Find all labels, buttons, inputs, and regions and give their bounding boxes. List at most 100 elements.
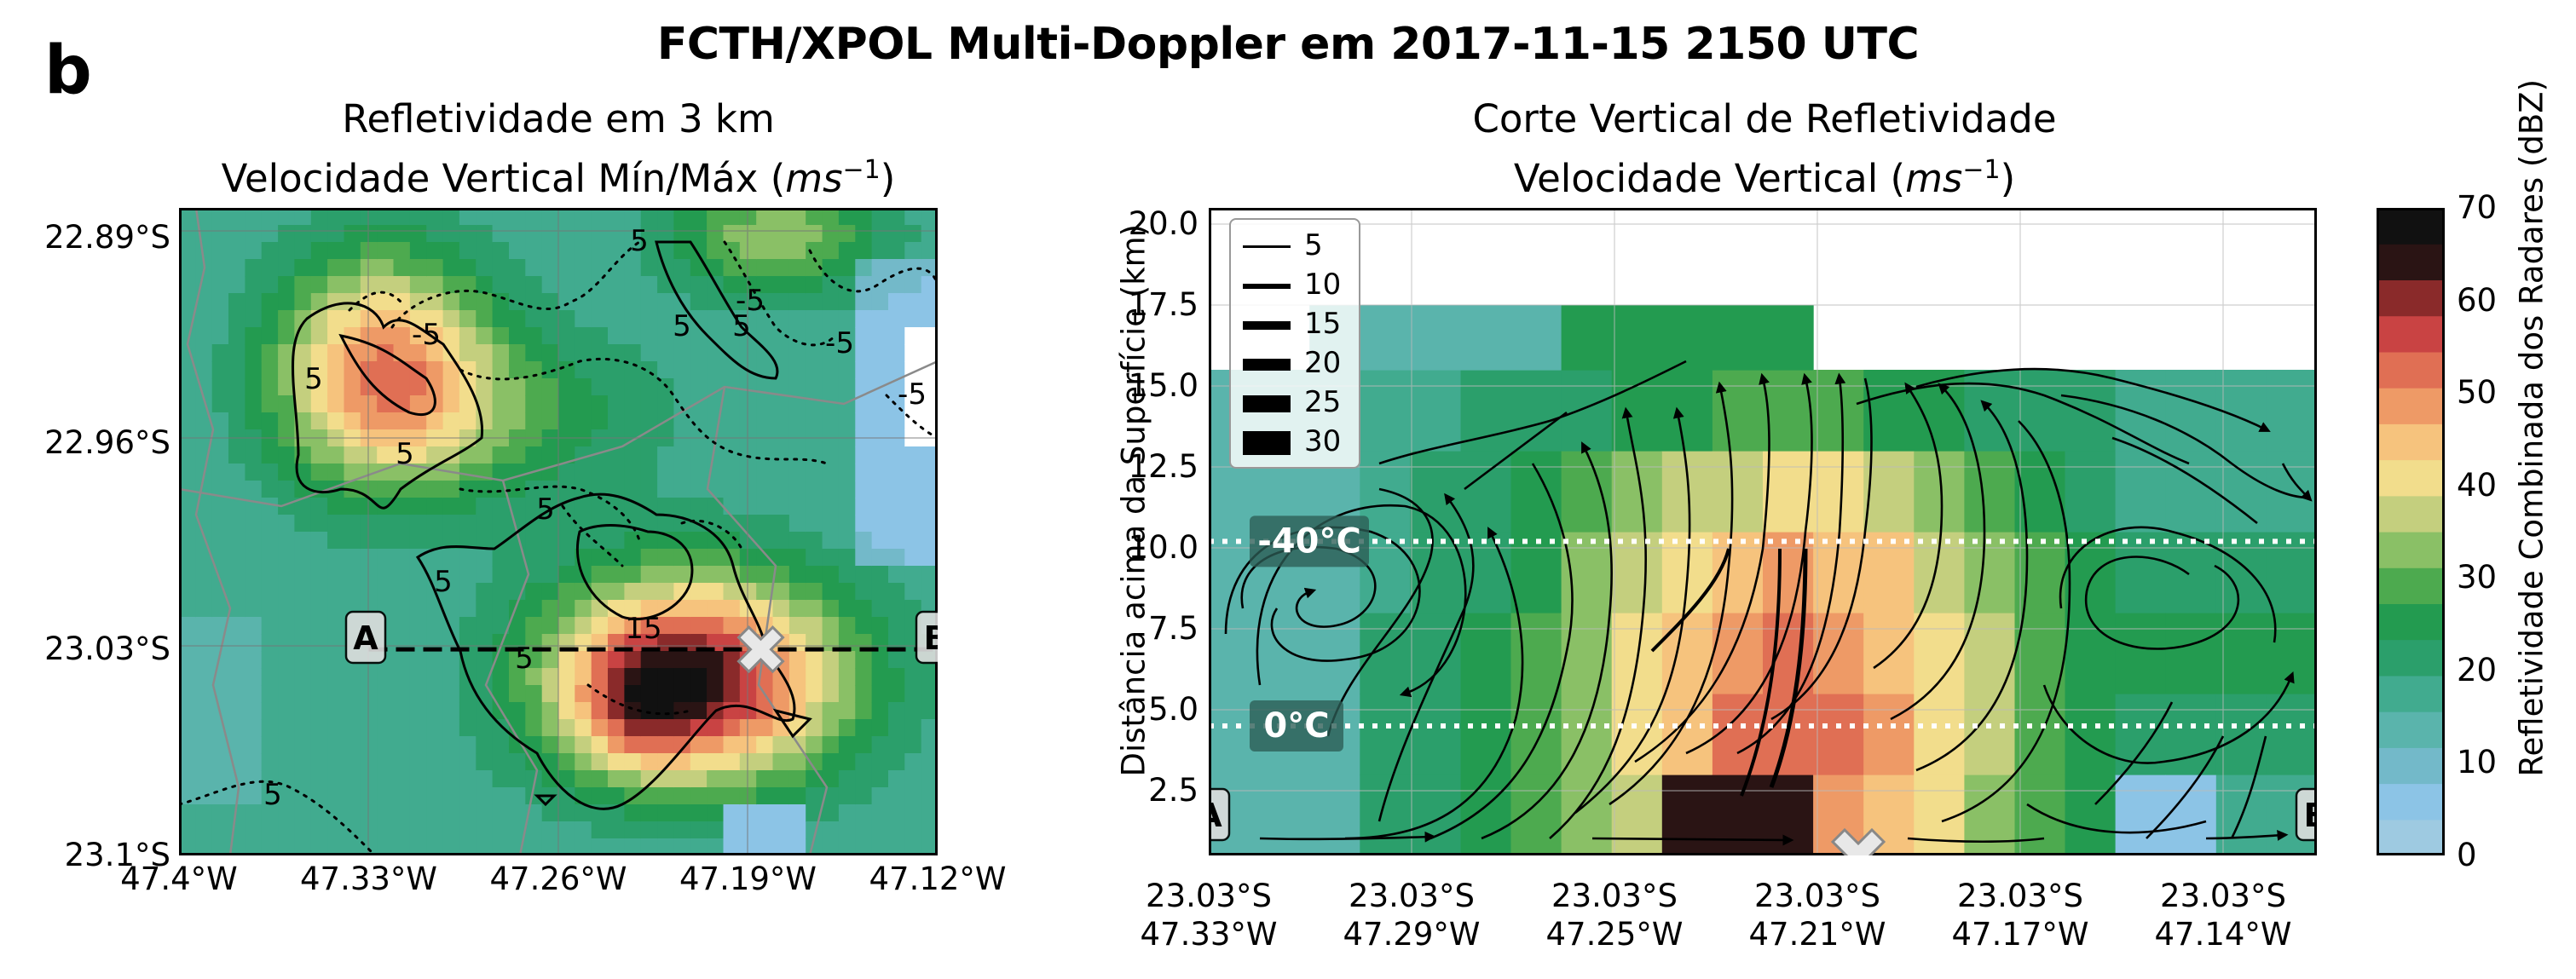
map-cell (525, 242, 543, 260)
map-cell (904, 532, 922, 550)
map-cell (756, 821, 774, 839)
map-cell (690, 787, 708, 805)
map-cell (278, 515, 295, 533)
map-cell (426, 702, 444, 720)
map-cell (772, 446, 790, 464)
map-cell (459, 481, 477, 498)
map-cell (690, 327, 708, 345)
map-cell (575, 583, 592, 601)
map-cell (426, 225, 444, 243)
map-cell (195, 395, 213, 413)
map-cell (211, 208, 229, 226)
map-cell (459, 464, 477, 481)
map-cell (871, 821, 889, 839)
map-cell (541, 566, 559, 584)
map-cell (756, 276, 774, 294)
map-cell (409, 395, 427, 413)
map-x-tick: 47.33°W (299, 861, 437, 897)
map-cell (228, 446, 245, 464)
map-cell (245, 515, 263, 533)
map-cell (492, 736, 510, 754)
map-cell (904, 838, 922, 855)
map-cell (904, 395, 922, 413)
map-cell (541, 770, 559, 788)
map-cell (838, 481, 856, 498)
map-cell (245, 617, 263, 635)
map-cell (558, 395, 575, 413)
map-cell (871, 464, 889, 481)
map-cell (871, 549, 889, 567)
map-cell (822, 259, 840, 277)
map-cell (426, 804, 444, 822)
map-cell (855, 378, 873, 396)
map-cell (409, 412, 427, 430)
map-cell (788, 225, 806, 243)
map-cell (888, 634, 905, 652)
map-cell (772, 821, 790, 839)
map-cell (393, 361, 411, 379)
map-cell (806, 446, 823, 464)
map-cell (690, 310, 708, 328)
map-cell (624, 412, 642, 430)
map-cell (673, 804, 691, 822)
map-cell (459, 685, 477, 703)
map-cell (541, 259, 559, 277)
section-cell (2266, 451, 2317, 533)
map-cell (707, 395, 724, 413)
map-cell (838, 208, 856, 226)
map-cell (871, 225, 889, 243)
map-cell (921, 549, 938, 567)
map-cell (640, 668, 658, 686)
map-contours-positive (291, 240, 812, 810)
contour-label: 5 (263, 778, 282, 812)
map-cell (245, 532, 263, 550)
map-cell (179, 293, 196, 311)
map-cell (772, 498, 790, 515)
map-cell (772, 600, 790, 618)
map-cell (838, 702, 856, 720)
map-cell (558, 242, 575, 260)
map-cell (409, 651, 427, 669)
map-cell (327, 685, 344, 703)
map-cell (261, 583, 279, 601)
map-cell (640, 634, 658, 652)
map-cell (888, 566, 905, 584)
map-cell (921, 702, 938, 720)
map-cell (707, 293, 724, 311)
map-cell (806, 242, 823, 260)
map-border (706, 386, 829, 855)
map-cell (608, 532, 625, 550)
map-cell (806, 293, 823, 311)
map-cell (855, 566, 873, 584)
map-cell (673, 668, 691, 686)
map-cell (822, 736, 840, 754)
map-cell (624, 395, 642, 413)
map-cell (525, 821, 543, 839)
contour-label: 5 (630, 224, 649, 258)
map-cell (179, 719, 196, 737)
map-cell (855, 719, 873, 737)
map-cell (294, 378, 312, 396)
map-cell (459, 583, 477, 601)
section-x-tick-lat: 23.03°S (1957, 878, 2083, 914)
map-cell (327, 412, 344, 430)
map-cell (195, 208, 213, 226)
map-cell (492, 787, 510, 805)
map-cell (327, 259, 344, 277)
map-cell (707, 634, 724, 652)
map-cell (278, 259, 295, 277)
map-cell (838, 446, 856, 464)
map-cell (624, 685, 642, 703)
map-cell (459, 395, 477, 413)
section-cell (2115, 775, 2167, 855)
section-y-tick: 7.5 (1148, 610, 1198, 647)
map-cell (294, 685, 312, 703)
map-cell (245, 412, 263, 430)
map-cell (888, 600, 905, 618)
map-cell (393, 344, 411, 362)
map-cell (245, 668, 263, 686)
map-cell (195, 566, 213, 584)
legend-label: 10 (1304, 268, 1342, 302)
map-cell (426, 617, 444, 635)
map-cell (690, 685, 708, 703)
